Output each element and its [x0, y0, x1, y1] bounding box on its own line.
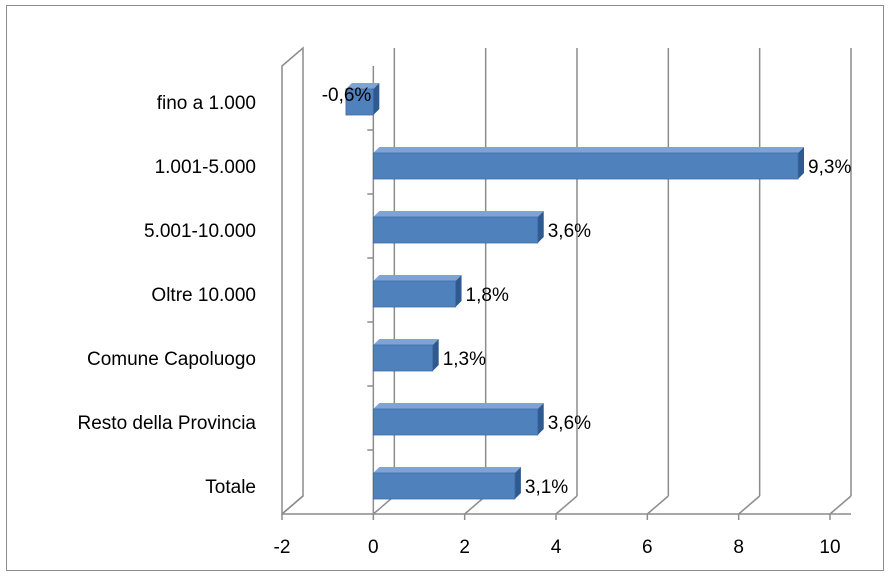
- data-label: -0,6%: [322, 85, 372, 106]
- x-tick-label: 2: [459, 537, 470, 558]
- x-tick-label: 8: [733, 537, 744, 558]
- gridlines: [281, 48, 852, 515]
- data-label: 9,3%: [808, 157, 851, 178]
- bar-top: [373, 211, 544, 217]
- x-tick-label: 6: [642, 537, 653, 558]
- bar: [345, 88, 374, 116]
- bar-side: [514, 467, 521, 499]
- bar-top: [373, 147, 805, 153]
- bar: [372, 344, 434, 372]
- bar-side: [455, 275, 462, 307]
- bar-side: [537, 211, 544, 243]
- data-label: 3,6%: [548, 221, 591, 242]
- bar: [372, 408, 539, 436]
- data-label: 1,8%: [466, 285, 509, 306]
- bar-top: [373, 275, 462, 281]
- floor-gridline: [829, 495, 852, 515]
- x-tick-label: 10: [819, 537, 840, 558]
- bars: [345, 83, 805, 500]
- y-axis-wall: [281, 46, 304, 516]
- x-tick-label: -2: [274, 537, 291, 558]
- data-label: 1,3%: [443, 349, 486, 370]
- category-label: fino a 1.000: [157, 93, 256, 114]
- labels: -2 0 2 4 6 8 10 fino a 1.000 -0,6% 1.001-5.000 9,3…: [78, 85, 852, 558]
- category-label: Oltre 10.000: [151, 285, 256, 306]
- x-tick-label: 0: [368, 537, 379, 558]
- bar: [372, 280, 456, 308]
- bar-side: [432, 339, 439, 371]
- bar: [372, 472, 516, 500]
- bar-top: [373, 339, 439, 345]
- floor-gridline: [646, 495, 669, 515]
- bar-side: [373, 83, 380, 115]
- category-label: Resto della Provincia: [78, 413, 257, 434]
- bar-top: [373, 467, 521, 473]
- category-label: Comune Capoluogo: [87, 349, 256, 370]
- x-tick-label: 4: [551, 537, 562, 558]
- bar: [372, 216, 539, 244]
- data-label: 3,1%: [525, 477, 568, 498]
- category-label: Totale: [205, 477, 256, 498]
- bar: [372, 152, 799, 180]
- bar-top: [345, 83, 380, 89]
- floor-gridline: [738, 495, 761, 515]
- category-label: 5.001-10.000: [144, 221, 256, 242]
- bar-side: [798, 147, 805, 179]
- data-label: 3,6%: [548, 413, 591, 434]
- category-label: 1.001-5.000: [155, 157, 256, 178]
- axes: [281, 46, 851, 520]
- bar-top: [373, 403, 544, 409]
- bar-side: [537, 403, 544, 435]
- floor-gridline: [555, 495, 578, 515]
